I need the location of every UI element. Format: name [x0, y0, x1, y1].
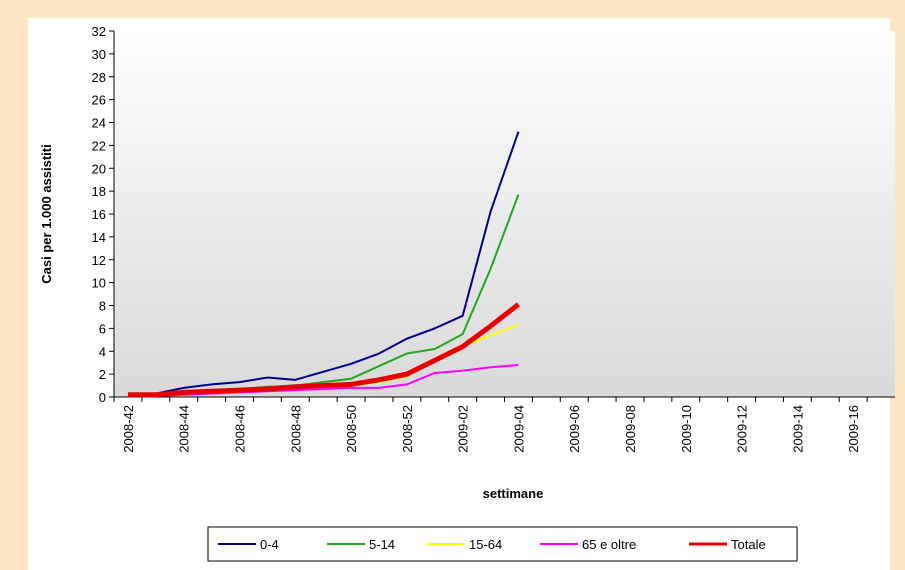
y-tick-label: 24 [92, 116, 106, 131]
x-tick-label: 2008-46 [233, 405, 248, 453]
y-tick-label: 18 [92, 184, 106, 199]
y-tick-label: 0 [99, 390, 106, 405]
y-tick-label: 26 [92, 93, 106, 108]
series-line [127, 131, 520, 396]
y-tick-label: 16 [92, 207, 106, 222]
y-tick-label: 12 [92, 253, 106, 268]
x-axis-title: settimane [483, 486, 544, 501]
x-tick-label: 2009-04 [511, 405, 526, 453]
y-tick-label: 20 [92, 161, 106, 176]
series-line [127, 302, 520, 398]
x-tick-label: 2009-06 [567, 405, 582, 453]
x-tick-label: 2008-52 [400, 405, 415, 453]
y-tick-label: 6 [99, 321, 106, 336]
x-tick-label: 2009-16 [846, 405, 861, 453]
x-tick-label: 2009-08 [623, 405, 638, 453]
x-tick-label: 2008-42 [121, 405, 136, 453]
legend-label: 0-4 [260, 537, 279, 552]
x-tick-label: 2009-12 [735, 405, 750, 453]
y-tick-label: 14 [92, 230, 106, 245]
legend-label: Totale [731, 537, 766, 552]
x-tick-label: 2009-14 [790, 405, 805, 453]
legend-label: 65 e oltre [582, 537, 636, 552]
plot-area [114, 31, 895, 397]
y-tick-label: 30 [92, 47, 106, 62]
x-tick-label: 2008-50 [344, 405, 359, 453]
x-tick-label: 2008-48 [288, 405, 303, 453]
x-tick-label: 2009-10 [679, 405, 694, 453]
x-tick-label: 2009-02 [456, 405, 471, 453]
y-axis-title: Casi per 1.000 assistiti [39, 144, 54, 283]
legend-label: 5-14 [369, 537, 395, 552]
y-tick-label: 28 [92, 70, 106, 85]
y-tick-label: 22 [92, 138, 106, 153]
y-tick-label: 32 [92, 24, 106, 39]
x-tick-label: 2008-44 [177, 405, 192, 453]
y-tick-label: 2 [99, 367, 106, 382]
y-tick-label: 10 [92, 276, 106, 291]
legend-label: 15-64 [469, 537, 502, 552]
y-tick-label: 4 [99, 344, 106, 359]
y-tick-label: 8 [99, 299, 106, 314]
